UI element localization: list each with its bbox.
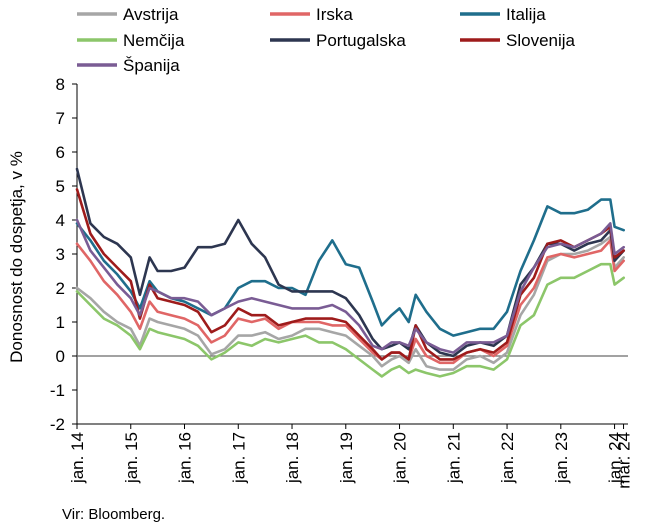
y-tick-label: 7 [56,109,65,128]
y-axis-title: Donosnost do dospetja, v % [7,151,26,363]
x-tick-label: jan. 22 [498,432,517,484]
y-tick-label: 8 [56,75,65,94]
x-tick-label: jan. 15 [122,432,141,484]
series-line [75,188,625,361]
series-line [75,262,625,378]
legend-label: Španija [123,56,180,75]
y-axis: -2 -1 0 1 2 3 4 5 6 7 8 [50,75,77,434]
y-tick-label: 2 [56,279,65,298]
y-tick-label: 1 [56,313,65,332]
y-tick-label: -1 [50,381,65,400]
legend-label: Avstrija [123,5,179,24]
y-tick-label: 6 [56,143,65,162]
axes [76,84,628,425]
series-lines [75,167,625,378]
y-tick-label: 3 [56,245,65,264]
source-note: Vir: Bloomberg. [62,506,166,523]
legend-label: Nemčija [123,31,185,50]
x-tick-label: jan. 20 [391,432,410,484]
x-tick-label: jan. 24 [606,432,625,484]
legend-label: Irska [316,5,353,24]
legend-label: Slovenija [506,31,576,50]
y-tick-label: -2 [50,415,65,434]
x-tick-label: jan. 17 [229,432,248,484]
y-tick-label: 0 [56,347,65,366]
legend-label: Portugalska [316,31,406,50]
x-tick-label: mar. 24 [615,432,634,489]
legend-label: Italija [506,5,546,24]
legend: Avstrija Irska Italija Nemčija Portugalska Sl… [77,5,576,75]
x-tick-label: jan. 23 [552,432,571,484]
y-tick-label: 4 [56,211,65,230]
x-tick-label: jan. 18 [283,432,302,484]
series-line [75,218,625,354]
x-tick-label: jan. 19 [337,432,356,484]
x-tick-label: jan. 21 [444,432,463,484]
y-tick-label: 5 [56,177,65,196]
series-line [75,239,625,365]
x-tick-label: jan. 14 [68,432,87,484]
x-tick-label: jan. 16 [176,432,195,484]
series-line [75,235,625,371]
x-axis: jan. 14 jan. 15 jan. 16 jan. 17 jan. 18 jan. … [68,424,634,489]
